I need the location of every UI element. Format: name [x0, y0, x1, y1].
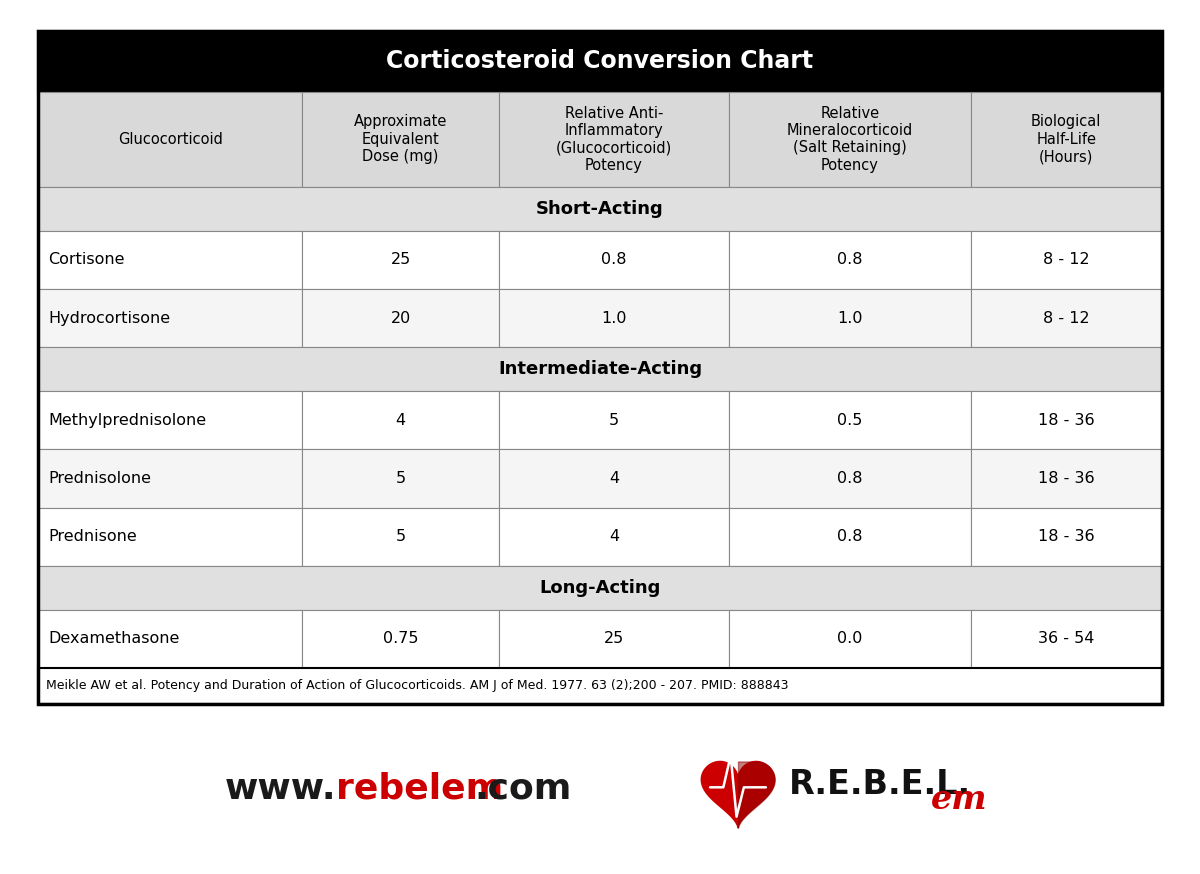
Bar	[971, 231, 1162, 289]
Bar	[499, 610, 730, 668]
Text: Relative
Mineralocorticoid
(Salt Retaining)
Potency: Relative Mineralocorticoid (Salt Retaini…	[787, 106, 913, 173]
Bar	[499, 92, 730, 187]
Bar	[38, 610, 302, 668]
Text: Meikle AW et al. Potency and Duration of Action of Glucocorticoids. AM J of Med.: Meikle AW et al. Potency and Duration of…	[46, 679, 788, 692]
Text: Methylprednisolone: Methylprednisolone	[48, 413, 206, 428]
Text: 5: 5	[396, 529, 406, 545]
Bar	[499, 392, 730, 449]
Bar	[971, 392, 1162, 449]
Text: Relative Anti-
Inflammatory
(Glucocorticoid)
Potency: Relative Anti- Inflammatory (Glucocortic…	[556, 106, 672, 173]
Text: em: em	[931, 783, 988, 815]
Text: Hydrocortisone: Hydrocortisone	[48, 310, 170, 326]
Bar	[499, 231, 730, 289]
Text: 18 - 36: 18 - 36	[1038, 413, 1094, 428]
Bar	[730, 610, 971, 668]
Bar	[38, 187, 1162, 231]
Polygon shape	[701, 761, 775, 828]
Bar	[302, 289, 499, 347]
Text: 1.0: 1.0	[601, 310, 626, 326]
Text: www.: www.	[224, 772, 336, 806]
Bar	[302, 508, 499, 565]
Text: rebelem: rebelem	[336, 772, 503, 806]
Bar	[730, 392, 971, 449]
Bar	[302, 92, 499, 187]
Text: 25: 25	[604, 632, 624, 647]
Bar	[499, 289, 730, 347]
Bar	[730, 508, 971, 565]
Text: Corticosteroid Conversion Chart: Corticosteroid Conversion Chart	[386, 49, 814, 73]
Bar	[38, 565, 1162, 610]
Bar	[971, 449, 1162, 508]
Text: 1.0: 1.0	[838, 310, 863, 326]
Bar	[499, 449, 730, 508]
Bar	[38, 347, 1162, 392]
Text: 5: 5	[396, 471, 406, 486]
Bar	[38, 668, 1162, 704]
Text: 0.8: 0.8	[838, 529, 863, 545]
Bar	[971, 92, 1162, 187]
Text: Prednisolone: Prednisolone	[48, 471, 151, 486]
Text: Glucocorticoid: Glucocorticoid	[118, 132, 223, 147]
Text: Dexamethasone: Dexamethasone	[48, 632, 179, 647]
Text: 4: 4	[396, 413, 406, 428]
Bar	[302, 392, 499, 449]
Text: 0.8: 0.8	[838, 471, 863, 486]
Text: Cortisone: Cortisone	[48, 253, 125, 267]
Bar	[38, 289, 302, 347]
Bar	[38, 31, 1162, 704]
Bar	[38, 392, 302, 449]
Text: 0.8: 0.8	[601, 253, 626, 267]
Bar	[971, 610, 1162, 668]
Bar	[38, 231, 302, 289]
Text: Intermediate-Acting: Intermediate-Acting	[498, 360, 702, 378]
Bar	[38, 449, 302, 508]
Bar	[730, 449, 971, 508]
Text: Biological
Half-Life
(Hours): Biological Half-Life (Hours)	[1031, 114, 1102, 164]
Bar	[302, 610, 499, 668]
Text: R.E.B.E.L.: R.E.B.E.L.	[790, 768, 971, 801]
Text: 0.5: 0.5	[838, 413, 863, 428]
Text: 25: 25	[390, 253, 410, 267]
Text: Approximate
Equivalent
Dose (mg): Approximate Equivalent Dose (mg)	[354, 114, 448, 164]
Bar	[730, 231, 971, 289]
Text: 4: 4	[608, 471, 619, 486]
Bar	[302, 449, 499, 508]
Text: 8 - 12: 8 - 12	[1043, 253, 1090, 267]
Text: 0.0: 0.0	[838, 632, 863, 647]
Bar	[38, 92, 302, 187]
Text: Long-Acting: Long-Acting	[539, 579, 661, 597]
Text: .com: .com	[474, 772, 571, 806]
Text: 18 - 36: 18 - 36	[1038, 471, 1094, 486]
Text: Prednisone: Prednisone	[48, 529, 137, 545]
Bar	[499, 508, 730, 565]
Text: 0.75: 0.75	[383, 632, 419, 647]
Text: 18 - 36: 18 - 36	[1038, 529, 1094, 545]
Bar	[302, 231, 499, 289]
Text: 0.8: 0.8	[838, 253, 863, 267]
Text: 5: 5	[608, 413, 619, 428]
Text: 36 - 54: 36 - 54	[1038, 632, 1094, 647]
Bar	[38, 508, 302, 565]
Bar	[971, 289, 1162, 347]
Text: 8 - 12: 8 - 12	[1043, 310, 1090, 326]
Text: 4: 4	[608, 529, 619, 545]
Bar	[730, 92, 971, 187]
Bar	[730, 289, 971, 347]
Bar	[38, 31, 1162, 92]
Text: Short-Acting: Short-Acting	[536, 200, 664, 218]
Bar	[971, 508, 1162, 565]
Text: 20: 20	[390, 310, 410, 326]
